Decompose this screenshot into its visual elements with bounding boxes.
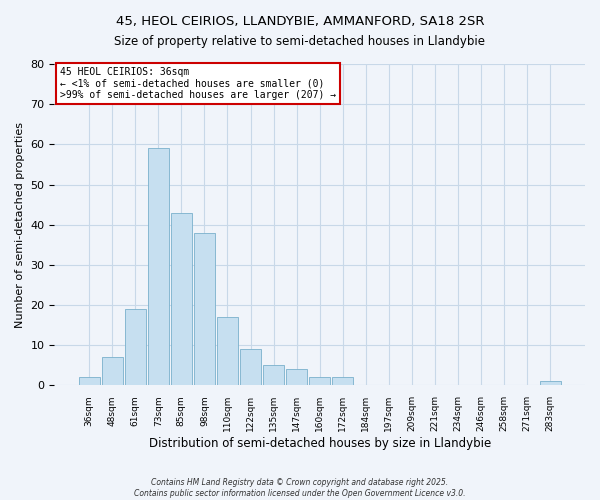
Y-axis label: Number of semi-detached properties: Number of semi-detached properties (15, 122, 25, 328)
Bar (217, 317, 238, 386)
Bar (101, 357, 123, 386)
Bar (539, 382, 561, 386)
Bar (194, 232, 215, 386)
Text: Contains HM Land Registry data © Crown copyright and database right 2025.
Contai: Contains HM Land Registry data © Crown c… (134, 478, 466, 498)
X-axis label: Distribution of semi-detached houses by size in Llandybie: Distribution of semi-detached houses by … (149, 437, 491, 450)
Bar (148, 148, 169, 386)
Bar (332, 378, 353, 386)
Text: 45, HEOL CEIRIOS, LLANDYBIE, AMMANFORD, SA18 2SR: 45, HEOL CEIRIOS, LLANDYBIE, AMMANFORD, … (116, 15, 484, 28)
Bar (240, 349, 261, 386)
Bar (309, 378, 331, 386)
Bar (171, 212, 192, 386)
Text: Size of property relative to semi-detached houses in Llandybie: Size of property relative to semi-detach… (115, 35, 485, 48)
Bar (125, 309, 146, 386)
Bar (79, 378, 100, 386)
Bar (263, 366, 284, 386)
Bar (286, 370, 307, 386)
Text: 45 HEOL CEIRIOS: 36sqm
← <1% of semi-detached houses are smaller (0)
>99% of sem: 45 HEOL CEIRIOS: 36sqm ← <1% of semi-det… (60, 67, 336, 100)
